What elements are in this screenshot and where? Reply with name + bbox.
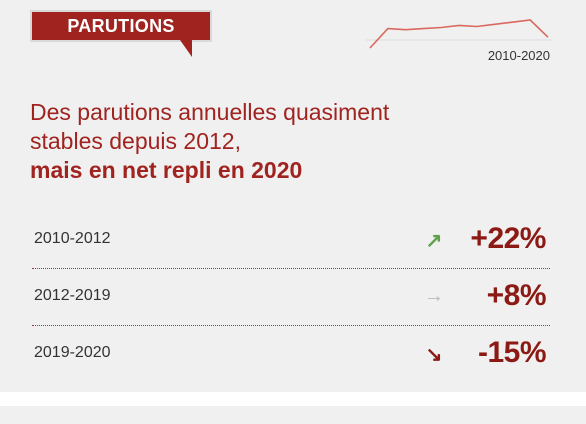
bottom-strip (0, 406, 586, 424)
badge-tail (180, 40, 192, 57)
sparkline-caption: 2010-2020 (487, 48, 550, 63)
headline-line-2: stables depuis 2012, (30, 128, 241, 154)
arrow-right-icon: → (424, 285, 444, 307)
row-divider (32, 268, 550, 269)
headline-line-1: Des parutions annuelles quasiment (30, 99, 390, 125)
row-value: -15% (477, 336, 547, 369)
stats-card: PARUTIONS 2010-2020 Des parutions annuel… (0, 0, 586, 392)
sparkline-chart (366, 19, 552, 49)
change-row: 2012-2019 → +8% (32, 269, 550, 326)
row-value: +22% (470, 222, 546, 255)
headline-line-3: mais en net repli en 2020 (30, 157, 303, 183)
badge-label: PARUTIONS (67, 15, 175, 36)
arrow-up-right-icon: ↗ (425, 230, 443, 252)
arrow-down-right-icon: ↘ (425, 344, 443, 366)
change-list: 2010-2012 ↗ +22% 2012-2019 → +8% 2019-20… (32, 212, 550, 383)
change-row: 2010-2012 ↗ +22% (32, 212, 550, 269)
change-row: 2019-2020 ↘ -15% (32, 326, 550, 383)
row-value: +8% (486, 279, 547, 312)
row-divider (32, 325, 550, 326)
row-period: 2010-2012 (34, 230, 111, 247)
headline: Des parutions annuelles quasiment stable… (30, 98, 550, 185)
section-badge: PARUTIONS (30, 10, 212, 42)
sparkline-series (369, 19, 549, 49)
row-period: 2012-2019 (34, 287, 111, 304)
row-period: 2019-2020 (34, 344, 111, 361)
